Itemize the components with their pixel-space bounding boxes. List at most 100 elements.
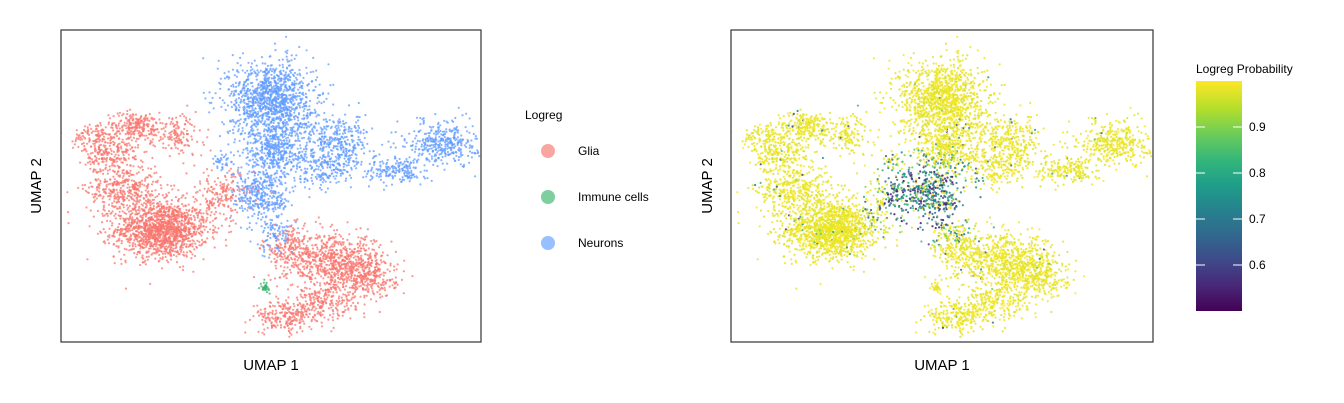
point-glia bbox=[280, 252, 283, 255]
point-neurons bbox=[288, 139, 291, 142]
point-glia bbox=[358, 244, 361, 247]
point-neurons bbox=[303, 167, 306, 170]
point-neurons bbox=[376, 172, 379, 175]
point-glia bbox=[128, 204, 131, 207]
point-glia bbox=[164, 147, 167, 150]
point-immune-cells bbox=[264, 288, 267, 291]
point-neurons bbox=[251, 81, 254, 84]
point-glia bbox=[166, 242, 169, 245]
point-glia bbox=[402, 292, 405, 295]
point-immune-cells bbox=[260, 285, 263, 288]
point-glia bbox=[181, 238, 184, 241]
point-glia bbox=[194, 110, 197, 114]
point-glia bbox=[214, 198, 217, 201]
point-neurons bbox=[267, 187, 270, 191]
point-neurons bbox=[324, 180, 327, 183]
point-neurons bbox=[484, 132, 486, 134]
point-glia bbox=[107, 114, 110, 117]
point-glia bbox=[352, 256, 355, 259]
point-neurons bbox=[357, 135, 360, 139]
point-glia bbox=[187, 203, 190, 206]
point-glia bbox=[359, 227, 362, 230]
point-glia bbox=[189, 214, 192, 217]
point-neurons bbox=[307, 89, 311, 92]
point-glia bbox=[350, 243, 353, 246]
point-neurons bbox=[345, 164, 348, 167]
point-glia bbox=[288, 258, 291, 262]
point-neurons bbox=[249, 92, 252, 95]
point-glia bbox=[234, 175, 237, 179]
point-neurons bbox=[287, 134, 291, 137]
point-neurons bbox=[368, 162, 371, 165]
point-glia bbox=[361, 283, 364, 286]
point-neurons bbox=[301, 97, 304, 100]
point-neurons bbox=[310, 176, 313, 180]
point-neurons bbox=[316, 76, 319, 79]
point-neurons bbox=[241, 52, 245, 55]
point-glia bbox=[310, 236, 313, 239]
point-glia bbox=[310, 308, 313, 311]
point-glia bbox=[136, 240, 139, 243]
point-glia bbox=[131, 173, 134, 176]
point-neurons bbox=[342, 120, 345, 123]
point-neurons bbox=[403, 160, 406, 163]
point-glia bbox=[319, 253, 323, 256]
point-glia bbox=[98, 140, 101, 143]
point-glia bbox=[378, 246, 381, 249]
point-glia bbox=[244, 331, 247, 334]
point-glia bbox=[177, 152, 181, 155]
point-glia bbox=[326, 281, 329, 284]
point-glia bbox=[131, 113, 134, 116]
point-neurons bbox=[382, 181, 385, 184]
point-glia bbox=[346, 238, 349, 241]
point-glia bbox=[166, 194, 169, 197]
point-neurons bbox=[373, 161, 376, 164]
point-glia bbox=[111, 222, 114, 225]
point-neurons bbox=[332, 145, 335, 148]
point-neurons bbox=[292, 126, 295, 129]
point-glia bbox=[122, 150, 125, 153]
point-neurons bbox=[444, 147, 447, 150]
point-glia bbox=[119, 217, 122, 220]
point-neurons bbox=[423, 164, 426, 167]
point-glia bbox=[144, 189, 147, 192]
point-neurons bbox=[413, 130, 416, 133]
point-neurons bbox=[323, 132, 326, 135]
point-glia bbox=[147, 255, 150, 258]
point-glia bbox=[155, 245, 158, 248]
point-glia bbox=[81, 134, 84, 138]
point-neurons bbox=[432, 146, 435, 149]
point-neurons bbox=[286, 136, 290, 139]
point-neurons bbox=[272, 111, 275, 114]
point-neurons bbox=[245, 90, 249, 93]
point-neurons bbox=[250, 120, 253, 123]
point-glia bbox=[154, 257, 157, 260]
point-neurons bbox=[246, 209, 249, 212]
point-glia bbox=[153, 223, 156, 226]
point-neurons bbox=[231, 68, 235, 71]
point-glia bbox=[90, 127, 93, 130]
point-neurons bbox=[289, 151, 292, 154]
point-neurons bbox=[357, 161, 360, 164]
point-glia bbox=[137, 137, 140, 140]
point-neurons bbox=[244, 132, 247, 135]
point-glia bbox=[223, 182, 226, 185]
point-neurons bbox=[237, 84, 240, 87]
point-glia bbox=[141, 254, 144, 257]
point-glia bbox=[99, 179, 102, 182]
point-neurons bbox=[434, 148, 437, 151]
point-glia bbox=[292, 233, 295, 236]
point-neurons bbox=[222, 123, 225, 126]
point-glia bbox=[288, 253, 291, 256]
point-neurons bbox=[277, 111, 280, 114]
point-neurons bbox=[295, 167, 299, 170]
point-glia bbox=[352, 292, 355, 295]
point-neurons bbox=[321, 177, 324, 180]
point-glia bbox=[283, 255, 286, 258]
point-glia bbox=[324, 270, 327, 273]
point-glia bbox=[336, 228, 339, 232]
point-glia bbox=[182, 136, 185, 139]
point-glia bbox=[123, 172, 126, 175]
point-neurons bbox=[440, 143, 443, 147]
point-neurons bbox=[280, 213, 283, 216]
